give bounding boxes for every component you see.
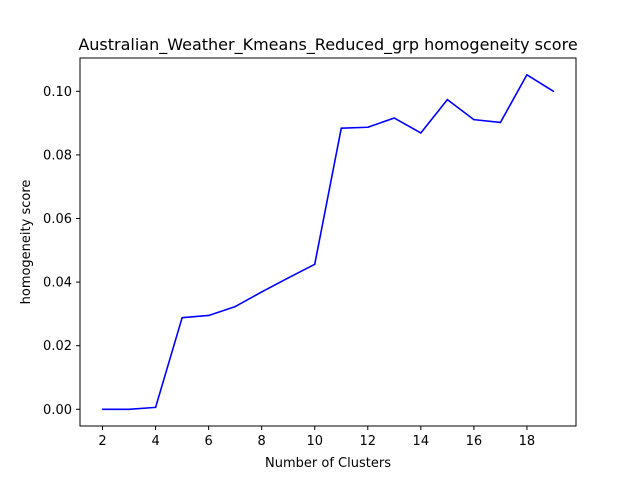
plot-frame [79,57,577,427]
data-point [181,316,183,319]
y-tick-label: 0.06 [43,212,72,227]
y-tick-label: 0.08 [43,148,72,163]
x-tick-label: 2 [98,434,106,449]
y-tick-label: 0.04 [43,276,72,291]
x-tick-label: 4 [151,434,159,449]
data-point [101,408,104,411]
data-point [499,121,502,124]
data-point [393,117,396,119]
data-point [366,126,369,129]
data-point [287,277,290,279]
data-point [260,291,263,293]
data-point [526,73,528,76]
data-point [340,127,343,130]
x-tick-label: 12 [360,434,377,449]
data-point [234,305,236,308]
x-tick-label: 8 [258,434,266,449]
x-tick-label: 6 [205,434,213,449]
data-point [473,118,475,121]
x-tick-label: 16 [466,434,483,449]
plot-area: 2 4 6 8 10 12 14 16 18 0.00 0.02 0.04 0.06 0.08 0.10 [43,57,577,449]
y-axis-label: homogeneity score [19,180,34,305]
data-point [552,90,555,93]
x-tick-label: 10 [306,434,323,449]
data-point [313,263,316,266]
data-point [154,406,157,409]
data-point [446,98,449,101]
data-point [128,408,130,411]
y-tick-label: 0.02 [43,339,72,354]
series-line-0 [102,73,554,411]
x-tick-label: 18 [519,434,536,449]
y-tick-label: 0.10 [43,85,72,100]
x-axis-label: Number of Clusters [265,456,391,471]
data-point [207,314,210,317]
y-tick-label: 0.00 [43,403,72,418]
chart-title: Australian_Weather_Kmeans_Reduced_grp ho… [78,35,577,55]
data-point [420,132,422,134]
x-tick-label: 14 [413,434,430,449]
